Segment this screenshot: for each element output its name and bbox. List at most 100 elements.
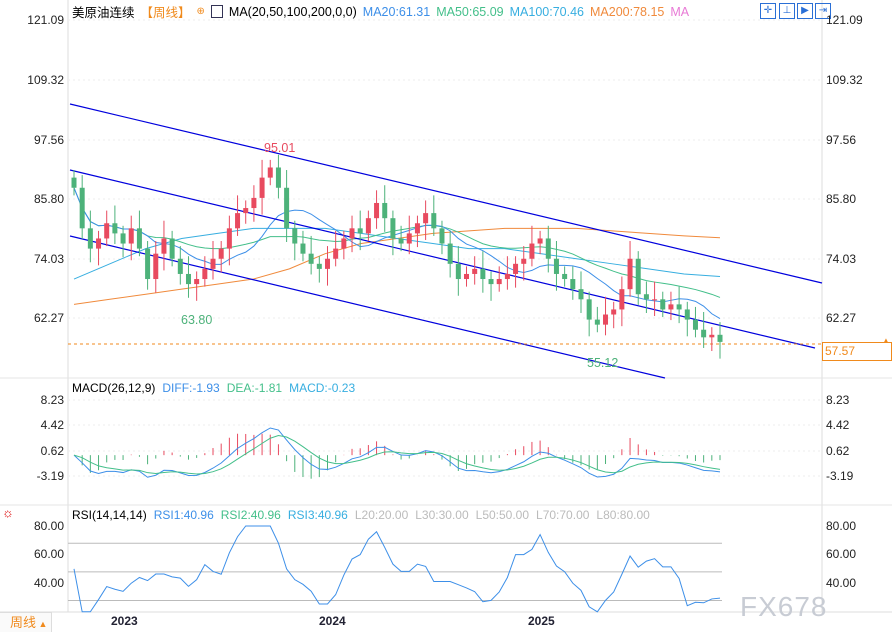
zoom-out-icon[interactable]: ▶ [797, 3, 813, 19]
candle-body [218, 248, 224, 259]
period-label[interactable]: 【周线】 [140, 6, 191, 20]
candle-body [169, 238, 175, 259]
candle-body [87, 228, 93, 249]
period-button-label: 周线 [10, 615, 37, 630]
candle-body [701, 329, 707, 338]
candle-body [414, 223, 420, 234]
candle-body [292, 228, 298, 244]
candle-body [357, 228, 363, 234]
candle-body [692, 319, 698, 330]
candle-body [120, 233, 126, 244]
candle-body [104, 223, 110, 239]
candle-body [660, 299, 666, 310]
price-axis-right-label: 62.27 [826, 311, 857, 325]
watermark-logo: FX678 [740, 591, 828, 622]
candle-body [464, 273, 470, 280]
crosshair-icon[interactable]: ✛ [760, 3, 776, 19]
rsi-settings-icon[interactable]: ☼ [2, 505, 14, 520]
low-label-1: 63.80 [181, 313, 213, 327]
rsi3-value: RSI3:40.96 [287, 508, 348, 522]
candle-body [161, 238, 167, 254]
symbol-title: 美原油连续 [72, 6, 135, 20]
price-axis-left-label: 97.56 [33, 133, 64, 147]
rsi-axis-right-label: 40.00 [826, 576, 857, 590]
candle-body [521, 258, 527, 264]
candle-body [652, 299, 658, 301]
rsi-title[interactable]: RSI(14,14,14) [72, 508, 147, 522]
candle-body [243, 208, 249, 214]
candle-body [79, 187, 85, 229]
candle-body [177, 258, 183, 274]
candle-body [472, 268, 478, 274]
candle-body [496, 279, 502, 285]
candle-body [382, 202, 388, 219]
candle-body [194, 279, 200, 285]
macd-diff: DIFF:-1.93 [162, 381, 220, 395]
candle-body [349, 228, 355, 239]
candle-body [586, 299, 592, 320]
ma-extra-value: MA [670, 4, 690, 19]
rsi-axis-left-label: 80.00 [33, 519, 64, 533]
channel-upper-line [69, 103, 823, 284]
candle-body [643, 294, 649, 300]
channel-middle-line [69, 169, 816, 349]
zoom-in-icon[interactable]: ⊥ [779, 3, 795, 19]
candle-body [210, 258, 216, 269]
candle-body [185, 273, 191, 285]
current-price-tag: 57.57 [822, 342, 892, 361]
candle-body [570, 279, 576, 290]
macd-axis-left-label: 8.23 [40, 393, 64, 407]
macd-title[interactable]: MACD(26,12,9) [72, 381, 156, 395]
candle-body [529, 243, 535, 259]
exit-icon[interactable]: ⇥ [815, 3, 831, 19]
channel-lower-line [69, 235, 666, 379]
ma100-line [73, 227, 721, 280]
ma20-line [73, 187, 721, 319]
rsi-l50: L50:50.00 [475, 508, 530, 522]
price-axis-left-label: 109.32 [27, 73, 64, 87]
candle-body [251, 197, 257, 209]
ma50-value: MA50:65.09 [436, 4, 504, 19]
candle-body [226, 228, 232, 249]
macd-dea-line [73, 434, 721, 475]
period-button[interactable]: 周线 ▲ [0, 612, 52, 632]
macd-axis-left-label: 4.42 [40, 418, 64, 432]
candle-body [202, 268, 208, 280]
candle-body [611, 309, 617, 315]
candle-body [275, 167, 281, 188]
rsi-axis-right-label: 80.00 [826, 519, 857, 533]
candle-body [676, 304, 682, 310]
price-axis-right-label: 109.32 [826, 73, 863, 87]
macd-axis-right-label: 8.23 [826, 393, 850, 407]
candle-body [316, 263, 322, 269]
time-label-2025: 2025 [528, 614, 555, 628]
macd-dea: DEA:-1.81 [226, 381, 283, 395]
macd-axis-right-label: 0.62 [826, 444, 850, 458]
rsi-axis-left-label: 60.00 [33, 547, 64, 561]
price-alert-icon[interactable]: ▲ [882, 336, 890, 345]
candle-body [627, 258, 633, 290]
candle-body [513, 263, 519, 274]
settings-icon[interactable]: ⊕ [196, 6, 205, 17]
ma-indicator-label[interactable]: MA(20,50,100,200,0,0) [228, 4, 357, 19]
candle-body [504, 273, 510, 280]
rsi-axis-left-label: 40.00 [33, 576, 64, 590]
price-axis-left-label: 121.09 [27, 13, 64, 27]
candle-body [136, 228, 142, 249]
candle-body [439, 228, 445, 244]
candle-body [300, 243, 306, 254]
candle-body [324, 258, 330, 269]
candle-body [308, 253, 314, 264]
candle-body [635, 258, 641, 295]
candle-body [684, 309, 690, 320]
candle-body [259, 177, 265, 198]
candle-body [455, 263, 461, 280]
rsi-l80: L80:80.00 [596, 508, 650, 522]
candle-body [668, 304, 674, 310]
chart-header: 美原油连续 【周线】 ⊕ MA(20,50,100,200,0,0) MA20:… [72, 2, 689, 21]
indicator-chart-icon[interactable] [210, 5, 223, 18]
candle-body [398, 238, 404, 244]
candle-body [374, 202, 380, 219]
